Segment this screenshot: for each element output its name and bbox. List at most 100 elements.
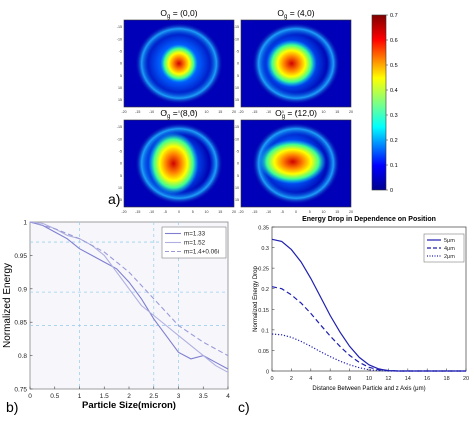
y-tick-label: 0.75: [14, 387, 27, 394]
heatmap-x-tick-label: 0: [295, 110, 297, 114]
heatmap-y-tick-label: -10: [117, 37, 122, 41]
colorbar-tick-label: 0.3: [390, 113, 398, 119]
x-tick-label: 20: [463, 376, 469, 382]
x-tick-label: 0: [28, 393, 32, 400]
heatmap-x-tick-label: 15: [335, 210, 339, 214]
x-tick-label: 16: [424, 376, 430, 382]
heatmap-y-tick-label: 0: [120, 62, 122, 66]
panel-label-c: c): [238, 399, 250, 415]
heatmap-x-tick-label: -10: [149, 110, 154, 114]
heatmap-y-tick-label: 10: [235, 186, 239, 190]
x-tick-label: 6: [329, 376, 332, 382]
x-tick-label: 14: [405, 376, 411, 382]
legend-label: 2μm: [444, 254, 455, 260]
series-line-2: [29, 221, 229, 357]
x-tick-label: 18: [444, 376, 450, 382]
x-tick-label: 1.5: [100, 393, 109, 400]
heatmap-hotspot: [148, 132, 199, 195]
heatmap-hotspot: [160, 44, 198, 83]
x-tick-label: 4: [226, 393, 230, 400]
heatmap-x-tick-label: 20: [349, 210, 353, 214]
legend-label: 5μm: [444, 238, 455, 244]
heatmap-x-tick-label: -15: [135, 210, 140, 214]
heatmap-y-tick-label: 15: [118, 198, 122, 202]
y-tick-label: 0.2: [261, 287, 269, 293]
y-axis-label: Normalized Energy Drop: [253, 265, 259, 331]
heatmap-title-value: = (0,0): [170, 8, 197, 18]
heatmap-frame: [240, 19, 352, 108]
heatmap-title: Og = (8,0): [160, 108, 197, 120]
y-tick-label: 0.3: [261, 246, 269, 252]
x-tick-label: 2: [127, 393, 131, 400]
heatmap-y-tick-label: -5: [119, 50, 122, 54]
heatmap-y-tick-label: 15: [235, 198, 239, 202]
heatmap-x-tick-label: -5: [281, 110, 284, 114]
heatmap-y-tick-label: -15: [117, 25, 122, 29]
colorbar-tick-label: 0: [390, 188, 393, 194]
panel-a-heatmaps: Og = (0,0) -20 -15 -10 -5 0 5 10 15 20 -15 -10 -5 0 5 1…: [108, 8, 398, 214]
heatmap-x-tick-label: -5: [164, 210, 167, 214]
colorbar: [371, 14, 387, 191]
heatmap-x-tick-label: 20: [232, 210, 236, 214]
heatmap-x-tick-label: 15: [218, 110, 222, 114]
heatmap-y-tick-label: -15: [234, 125, 239, 129]
heatmap-x-tick-label: -20: [121, 110, 126, 114]
y-tick-label: 0.25: [258, 267, 269, 273]
x-tick-label: 3: [177, 393, 181, 400]
y-axis-label: Normalized Energy: [2, 263, 13, 348]
x-axis-label: Distance Between Particle and z Axis (μm…: [312, 386, 425, 392]
colorbar-tick-label: 0.5: [390, 63, 398, 69]
heatmap-x-tick-label: 5: [192, 110, 194, 114]
heatmap-title-symbol: O: [275, 108, 282, 118]
x-tick-label: 10: [366, 376, 372, 382]
series-line-0: [29, 221, 229, 370]
x-axis-label: Particle Size(micron): [82, 400, 176, 411]
heatmap-y-tick-label: 0: [237, 62, 239, 66]
heatmap-y-tick-label: 10: [118, 86, 122, 90]
heatmap-x-tick-label: -15: [252, 210, 257, 214]
heatmap-title-subscript: g: [282, 114, 285, 120]
heatmap-y-tick-label: 5: [237, 74, 239, 78]
heatmap-x-tick-label: 5: [309, 210, 311, 214]
heatmap-x-tick-label: -5: [281, 210, 284, 214]
y-tick-label: 0.35: [258, 226, 269, 232]
heatmap-x-tick-label: 15: [335, 110, 339, 114]
heatmap-title-symbol: O: [160, 108, 167, 118]
heatmap-title-subscript: g: [284, 14, 287, 20]
series-line-1: [271, 286, 466, 372]
heatmap-y-tick-label: -5: [236, 50, 239, 54]
heatmap-title-subscript: g: [167, 14, 170, 20]
heatmap-frame: [123, 119, 235, 208]
heatmap-x-tick-label: -20: [121, 210, 126, 214]
heatmap-x-tick-label: 15: [218, 210, 222, 214]
chart-title: Energy Drop in Dependence on Position: [302, 216, 436, 223]
x-tick-label: 0: [270, 376, 273, 382]
x-tick-label: 2.5: [149, 393, 158, 400]
heatmap-y-tick-label: 10: [235, 86, 239, 90]
y-tick-label: 0.1: [261, 328, 269, 334]
x-tick-label: 12: [385, 376, 391, 382]
heatmap-x-tick-label: 0: [178, 110, 180, 114]
heatmap-x-tick-label: -5: [164, 110, 167, 114]
heatmap-y-tick-label: 15: [118, 98, 122, 102]
y-tick-label: 0.85: [14, 320, 27, 327]
x-tick-label: 4: [309, 376, 312, 382]
legend-label: 4μm: [444, 246, 455, 252]
heatmap-x-tick-label: -20: [238, 210, 243, 214]
heatmap-y-tick-label: 10: [118, 186, 122, 190]
heatmap-y-tick-label: 5: [237, 174, 239, 178]
x-tick-label: 2: [290, 376, 293, 382]
heatmap-x-tick-label: 20: [349, 110, 353, 114]
panel-label-b: b): [6, 399, 18, 415]
x-tick-label: 0.5: [50, 393, 59, 400]
y-tick-label: 0.95: [14, 253, 27, 260]
heatmap-y-tick-label: -10: [117, 137, 122, 141]
heatmap-y-tick-label: -15: [117, 125, 122, 129]
heatmap-x-tick-label: 10: [205, 110, 209, 114]
heatmap-title-value: = (8,0): [170, 108, 197, 118]
heatmap-y-tick-label: -15: [234, 25, 239, 29]
heatmap-title-symbol: O: [277, 8, 284, 18]
heatmap-x-tick-label: -15: [252, 110, 257, 114]
